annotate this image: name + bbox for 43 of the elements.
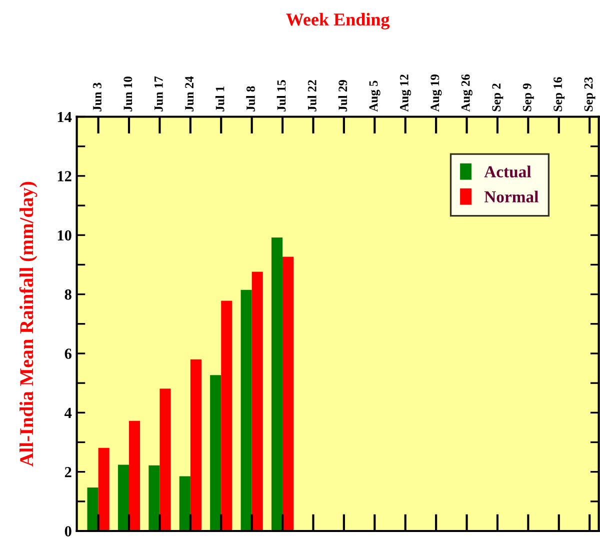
x-tick-label: Sep 2: [492, 84, 504, 112]
x-tick-label: Jul 22: [308, 80, 316, 112]
bar: [221, 300, 232, 532]
x-tick-label: Jun 17: [154, 76, 163, 112]
bar: [210, 375, 222, 532]
y-axis-title: All-India Mean Rainfall (mm/day): [19, 182, 38, 467]
x-tick-label: Jul 8: [246, 86, 255, 112]
bar: [160, 388, 171, 532]
bar: [240, 290, 252, 532]
bar: [87, 488, 98, 532]
bar: [179, 476, 190, 532]
x-tick-label: Jul 15: [276, 80, 286, 112]
bar: [129, 420, 140, 532]
y-tick-label: 14: [58, 112, 72, 122]
x-tick-label: Sep 16: [554, 77, 565, 112]
y-tick-label: 10: [58, 230, 72, 241]
x-tick-label: Sep 23: [584, 77, 596, 112]
legend-label: Normal: [484, 190, 538, 202]
x-tick-label: Aug 19: [430, 74, 442, 112]
x-tick-label: Jun 24: [185, 76, 194, 112]
x-tick-label: Sep 9: [522, 84, 534, 112]
bar: [98, 448, 110, 532]
x-tick-label: Jul 29: [338, 80, 348, 112]
bar: [252, 272, 263, 532]
y-tick-label: 0: [64, 526, 72, 536]
y-tick-label: 2: [64, 467, 72, 478]
bar: [118, 464, 129, 532]
legend-label: Actual: [484, 166, 532, 178]
x-tick-label: Aug 5: [369, 80, 380, 112]
x-axis-title: Week Ending: [286, 12, 390, 30]
y-tick-label: 6: [64, 348, 72, 359]
x-tick-label: Aug 26: [461, 74, 472, 112]
y-tick-label: 4: [64, 408, 72, 418]
x-tick-label: Aug 12: [400, 74, 412, 112]
y-tick-label: 8: [64, 289, 72, 300]
bar: [148, 465, 160, 532]
bar: [271, 237, 283, 532]
x-tick-label: Jun 3: [93, 82, 102, 112]
y-tick-label: 12: [58, 171, 72, 182]
x-tick-label: Jul 1: [215, 86, 224, 112]
x-tick-label: Jun 10: [124, 76, 132, 112]
bar: [190, 359, 202, 532]
bar: [282, 256, 294, 532]
